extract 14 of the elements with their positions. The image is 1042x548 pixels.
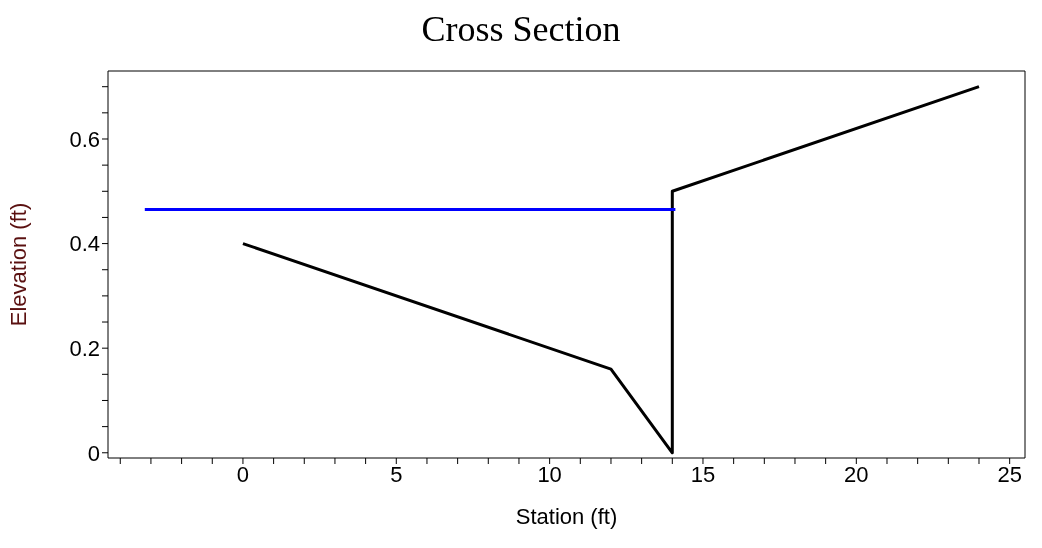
y-tick-label: 0.2: [69, 335, 100, 361]
x-tick-label: 5: [390, 461, 403, 487]
x-tick-label: 0: [236, 461, 250, 487]
x-tick-label: 10: [537, 461, 562, 487]
y-axis-title: Elevation (ft): [5, 202, 31, 327]
chart-title: Cross Section: [420, 8, 622, 51]
x-tick-label: 25: [997, 461, 1022, 487]
x-tick-label: 15: [690, 461, 716, 487]
x-axis-title: Station (ft): [515, 504, 618, 529]
y-tick-label: 0.4: [69, 231, 100, 257]
y-tick-label: 0: [87, 440, 100, 466]
x-tick-label: 20: [844, 461, 869, 487]
line-series: [241, 85, 981, 455]
y-tick-label: 0.6: [69, 126, 100, 152]
